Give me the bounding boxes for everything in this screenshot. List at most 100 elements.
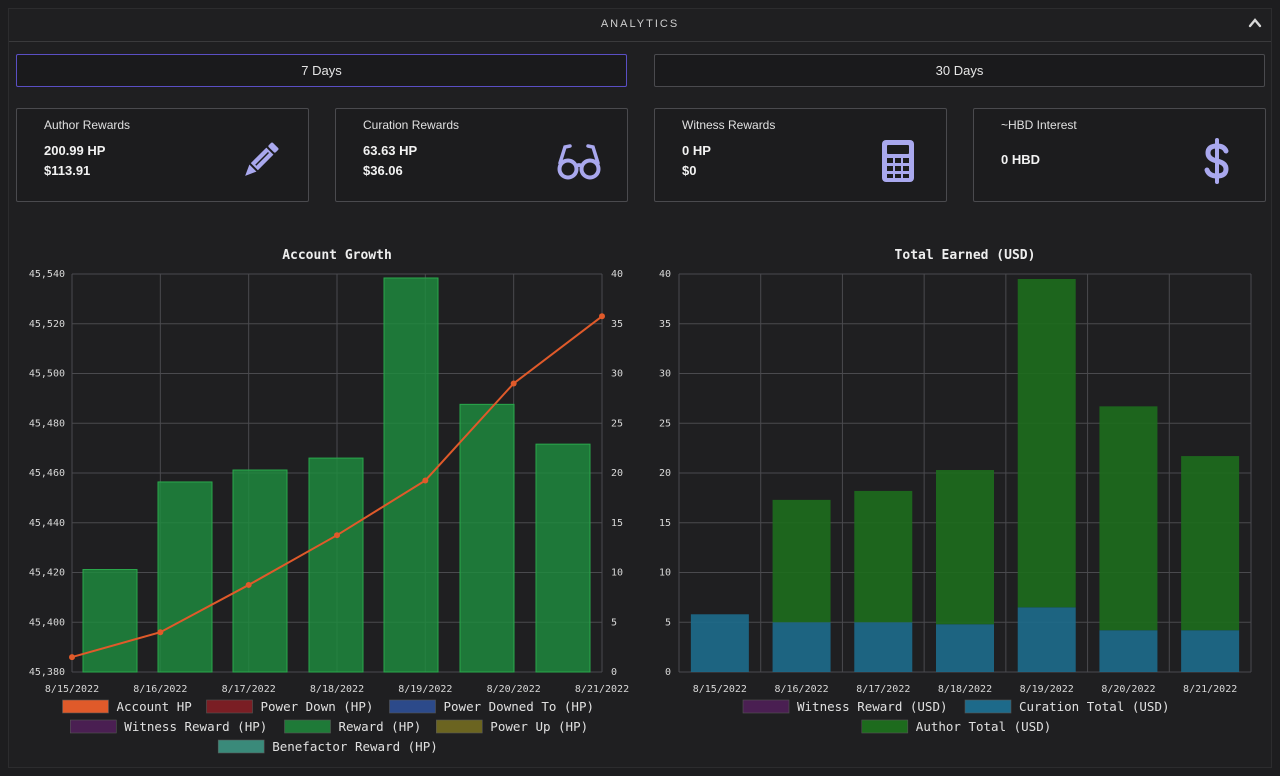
- y-tick-label: 5: [665, 617, 671, 628]
- card-value-hbd: 0 HBD: [1001, 152, 1041, 167]
- card-value-hp: 200.99 HP: [44, 143, 106, 158]
- panel-title: ANALYTICS: [600, 18, 680, 30]
- curation-rewards-card: Curation Rewards 63.63 HP $36.06: [335, 108, 628, 202]
- x-tick-label: 8/16/2022: [133, 684, 187, 695]
- x-tick-label: 8/20/2022: [1101, 684, 1155, 695]
- card-label: Witness Rewards: [682, 118, 776, 132]
- account-growth-chart: Account Growth 45,380 45,400 45,420 45,440 45…: [29, 248, 629, 754]
- account-hp-point: [69, 654, 75, 661]
- reward-hp-bar: [535, 443, 591, 673]
- x-tick-label: 8/20/2022: [487, 684, 541, 695]
- y-right-tick-label: 20: [611, 468, 623, 479]
- x-tick-label: 8/18/2022: [310, 684, 364, 695]
- y-left-tick-label: 45,540: [29, 269, 65, 280]
- y-left-tick-label: 45,440: [29, 518, 65, 529]
- y-tick-label: 40: [659, 269, 671, 280]
- legend-swatch: [284, 719, 331, 734]
- pencil-icon: [245, 142, 279, 176]
- analytics-panel: ANALYTICS 7 Days 30 Days Author Rewards …: [8, 8, 1272, 768]
- y-left-tick-label: 45,400: [29, 617, 65, 628]
- author-total-usd-bar: [1181, 456, 1240, 631]
- y-tick-label: 35: [659, 319, 671, 330]
- y-tick-label: 15: [659, 518, 671, 529]
- legend-label: Author Total (USD): [916, 719, 1051, 734]
- account-hp-point: [422, 477, 429, 484]
- dollar-icon: [1204, 138, 1229, 184]
- y-right-tick-label: 5: [611, 617, 617, 628]
- x-tick-label: 8/15/2022: [45, 684, 99, 695]
- x-tick-label: 8/18/2022: [938, 684, 992, 695]
- chart-title: Total Earned (USD): [895, 248, 1036, 263]
- tab-7-days[interactable]: 7 Days: [16, 54, 627, 87]
- hbd-interest-card: ~HBD Interest 0 HBD: [973, 108, 1266, 202]
- legend-swatch: [69, 719, 117, 734]
- legend-swatch: [861, 719, 909, 734]
- curation-total-usd-bar: [772, 622, 831, 672]
- legend-swatch: [206, 699, 253, 714]
- y-right-tick-label: 25: [611, 418, 623, 429]
- y-left-tick-label: 45,520: [29, 319, 65, 330]
- y-tick-label: 0: [665, 667, 671, 678]
- curation-total-usd-bar: [1181, 630, 1240, 672]
- x-tick-label: 8/19/2022: [1020, 684, 1074, 695]
- tab-30-days[interactable]: 30 Days: [654, 54, 1265, 87]
- y-tick-label: 20: [659, 468, 671, 479]
- author-total-usd-bar: [1017, 278, 1076, 608]
- y-left-tick-label: 45,500: [29, 369, 65, 380]
- card-label: Author Rewards: [44, 118, 131, 132]
- account-hp-point: [245, 581, 252, 588]
- y-right-tick-label: 15: [611, 518, 623, 529]
- curation-total-usd-bar: [936, 624, 994, 672]
- reward-hp-bar: [232, 469, 288, 673]
- x-tick-label: 8/15/2022: [693, 684, 747, 695]
- chevron-up-icon[interactable]: [1247, 15, 1263, 31]
- account-hp-point: [334, 532, 340, 539]
- account-hp-point: [510, 380, 517, 387]
- author-total-usd-bar: [854, 490, 913, 623]
- legend-label: Curation Total (USD): [1019, 699, 1170, 714]
- y-tick-label: 10: [659, 568, 671, 579]
- legend-label: Power Down (HP): [261, 699, 374, 714]
- total-earned-chart: Total Earned (USD) 0 5 10 15 20 25 30 35 40 8/15/2…: [659, 248, 1252, 734]
- card-label: ~HBD Interest: [1001, 118, 1077, 132]
- y-right-tick-label: 35: [611, 319, 623, 330]
- card-value-hp: 0 HP: [682, 143, 711, 158]
- y-left-tick-label: 45,420: [29, 568, 65, 579]
- panel-header[interactable]: ANALYTICS: [9, 9, 1271, 42]
- card-value-usd: $0: [682, 163, 697, 178]
- legend-swatch: [742, 699, 790, 714]
- x-tick-label: 8/19/2022: [398, 684, 452, 695]
- curation-total-usd-bar: [1099, 630, 1158, 672]
- legend-swatch: [964, 699, 1012, 714]
- author-total-usd-bar: [772, 499, 831, 623]
- reward-hp-bar: [157, 481, 213, 673]
- y-left-tick-label: 45,480: [29, 418, 65, 429]
- x-tick-label: 8/17/2022: [856, 684, 910, 695]
- y-tick-label: 30: [659, 369, 671, 380]
- x-tick-label: 8/21/2022: [1183, 684, 1237, 695]
- curation-total-usd-bar: [1017, 607, 1076, 672]
- y-right-tick-label: 10: [611, 568, 623, 579]
- reward-hp-bar: [308, 457, 364, 673]
- legend-label: Account HP: [117, 699, 192, 714]
- legend-swatch: [62, 699, 109, 714]
- y-left-tick-label: 45,460: [29, 468, 65, 479]
- y-right-tick-label: 0: [611, 667, 617, 678]
- legend-label: Power Downed To (HP): [444, 699, 595, 714]
- witness-rewards-card: Witness Rewards 0 HP $0: [654, 108, 947, 202]
- author-total-usd-bar: [1099, 406, 1158, 631]
- legend-label: Reward (HP): [339, 719, 422, 734]
- glasses-icon: [557, 144, 601, 180]
- reward-hp-bar: [459, 403, 515, 673]
- x-tick-label: 8/21/2022: [575, 684, 629, 695]
- author-total-usd-bar: [936, 470, 994, 625]
- author-rewards-card: Author Rewards 200.99 HP $113.91: [16, 108, 309, 202]
- card-value-usd: $113.91: [44, 163, 91, 178]
- x-tick-label: 8/17/2022: [222, 684, 276, 695]
- account-hp-point: [157, 629, 164, 636]
- chart-title: Account Growth: [282, 248, 392, 263]
- account-hp-point: [599, 313, 605, 320]
- x-tick-label: 8/16/2022: [774, 684, 828, 695]
- curation-total-usd-bar: [854, 622, 913, 672]
- y-right-tick-label: 30: [611, 369, 623, 380]
